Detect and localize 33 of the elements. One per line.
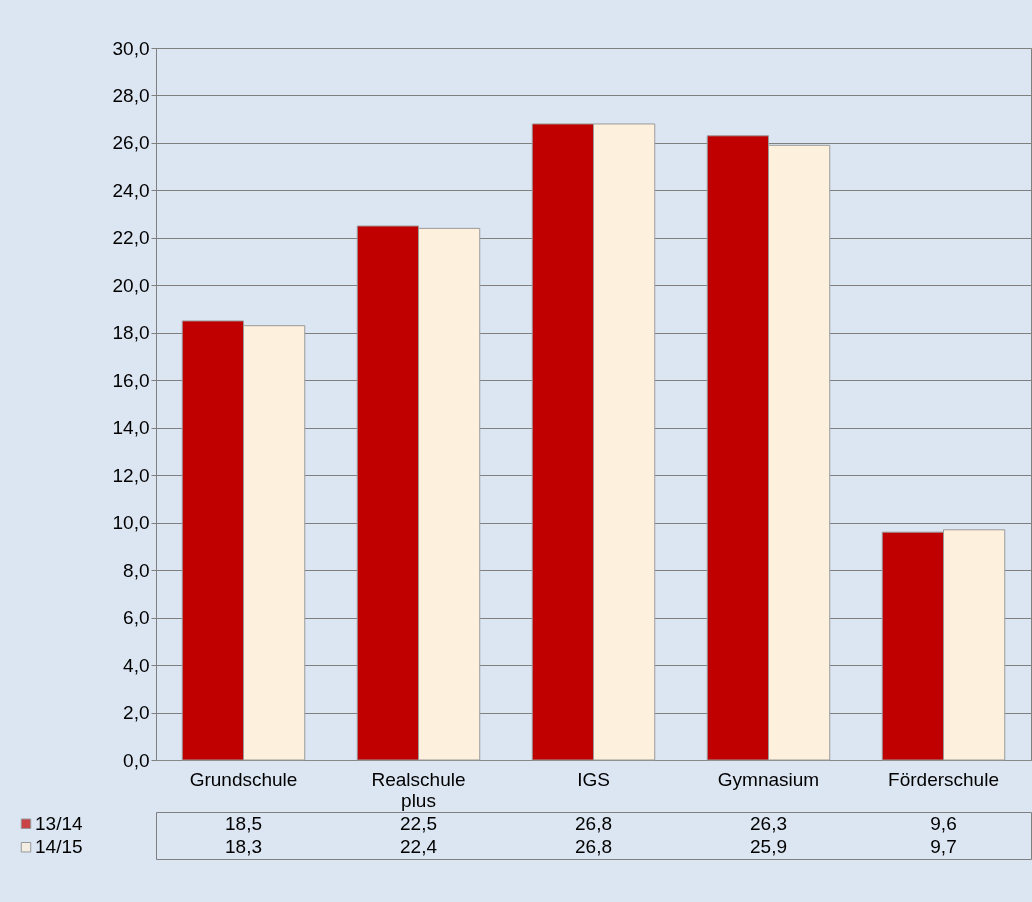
data-label: 18,5 <box>225 812 262 834</box>
y-tick-label: 22,0 <box>112 227 150 249</box>
data-label: 18,3 <box>225 836 262 858</box>
data-label: 26,3 <box>750 812 787 834</box>
y-tick-label: 28,0 <box>112 84 150 106</box>
data-label: 9,7 <box>930 836 957 858</box>
y-tick-label: 30,0 <box>112 37 150 59</box>
y-tick-label: 6,0 <box>123 607 150 629</box>
data-label: 22,4 <box>400 836 438 858</box>
y-tick-label: 2,0 <box>123 702 150 724</box>
y-tick-label: 4,0 <box>123 654 150 676</box>
y-tick-label: 18,0 <box>112 322 150 344</box>
y-tick-label: 20,0 <box>112 274 150 296</box>
y-tick-label: 16,0 <box>112 369 150 391</box>
y-tick-label: 26,0 <box>112 132 150 154</box>
y-tick-label: 10,0 <box>112 512 150 534</box>
data-label: 26,8 <box>575 812 612 834</box>
y-tick-label: 14,0 <box>112 417 150 439</box>
data-label: 25,9 <box>750 836 787 858</box>
data-label: 9,6 <box>930 812 957 834</box>
data-label: 22,5 <box>400 812 437 834</box>
x-tick-label: IGS <box>577 768 610 790</box>
y-tick-label: 0,0 <box>123 749 150 771</box>
x-tick-label: Gymnasium <box>717 768 820 790</box>
legend-label: 14/15 <box>35 836 83 858</box>
data-label: 26,8 <box>575 836 612 858</box>
x-tick-label: Förderschule <box>888 768 999 790</box>
x-tick-label: Realschule plus <box>371 768 466 811</box>
y-tick-label: 8,0 <box>123 559 150 581</box>
x-tick-label: Grundschule <box>189 768 298 790</box>
y-tick-label: 12,0 <box>112 464 150 486</box>
legend-label: 13/14 <box>35 812 83 834</box>
y-tick-label: 24,0 <box>112 179 150 201</box>
